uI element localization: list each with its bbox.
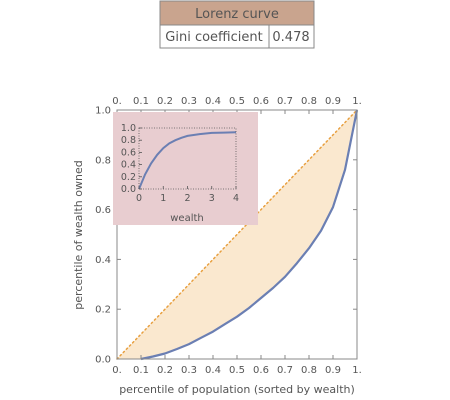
x-tick-label: 0.7 (277, 365, 293, 376)
x-tick-label: 1. (352, 365, 362, 376)
inset-y-tick-label: 0.2 (121, 172, 136, 183)
y-tick-label: 0.8 (95, 155, 111, 166)
lorenz-curve (140, 109, 359, 361)
x-tick-label-top: 1. (352, 96, 362, 107)
x-tick-label: 0.8 (301, 365, 317, 376)
x-tick-label: 0.5 (229, 365, 245, 376)
inset-background (113, 112, 258, 225)
info-table-value-cell (268, 24, 315, 49)
wealth-distribution-inset: 0 1 2 3 4 0.00.20.4 0.60.81.0 wealth (113, 112, 258, 225)
info-table: Lorenz curve Gini coefficient 0.478 (159, 0, 315, 49)
x-tick-label: 0.3 (181, 365, 197, 376)
x-tick-label-top: 0.5 (229, 96, 245, 107)
wealth-cdf-curve (138, 131, 237, 190)
inset-ticks: 0 1 2 3 4 0.00.20.4 0.60.81.0 (121, 123, 239, 204)
y-tick-label: 1.0 (95, 106, 111, 117)
x-tick-label-top: 0.2 (157, 96, 173, 107)
inset-x-tick-label: 4 (233, 193, 239, 204)
inset-x-tick-label: 3 (209, 193, 215, 204)
inset-y-tick-label: 0.0 (121, 184, 136, 195)
inset-y-tick-label: 1.0 (121, 123, 136, 134)
x-tick-label: 0.4 (205, 365, 221, 376)
inset-x-tick-label: 1 (160, 193, 166, 204)
x-tick-label-top: 0.3 (181, 96, 197, 107)
gini-value: 0.478 (272, 30, 309, 45)
x-tick-label-top: 0.9 (325, 96, 341, 107)
x-tick-label: 0.1 (133, 365, 149, 376)
equality-line (116, 109, 358, 360)
info-table-header: Lorenz curve (195, 7, 279, 22)
inset-x-tick-label: 2 (184, 193, 190, 204)
x-tick-label-top: 0. (112, 96, 122, 107)
lorenz-chart: 0. 0. 0.1 0.1 0.2 0.2 0.3 0.3 0.4 0.4 0.5 0.5 0.6 0.6… (72, 96, 362, 396)
y-tick-label: 0.0 (95, 355, 111, 366)
x-tick-label-top: 0.7 (277, 96, 293, 107)
x-tick-label: 0.6 (253, 365, 269, 376)
x-tick-label-top: 0.8 (301, 96, 317, 107)
inset-y-tick-label: 0.4 (121, 160, 136, 171)
y-tick-label: 0.4 (95, 255, 111, 266)
inset-x-tick-label: 0 (136, 193, 142, 204)
inset-x-axis-label: wealth (170, 213, 204, 224)
y-tick-label: 0.2 (95, 305, 111, 316)
inset-frame (138, 127, 237, 190)
main-ticks: 0. 0. 0.1 0.1 0.2 0.2 0.3 0.3 0.4 0.4 0.5 0.5 0.6 0.6… (95, 96, 362, 376)
inset-y-tick-label: 0.8 (121, 135, 136, 146)
y-axis-label: percentile of wealth owned (72, 160, 85, 309)
inset-y-tick-label: 0.6 (121, 147, 136, 158)
x-tick-label: 0.9 (325, 365, 341, 376)
x-tick-label-top: 0.6 (253, 96, 269, 107)
y-tick-label: 0.6 (95, 205, 111, 216)
gini-label: Gini coefficient (165, 30, 262, 45)
x-axis-label: percentile of population (sorted by weal… (119, 383, 355, 396)
x-tick-label: 0.2 (157, 365, 173, 376)
info-table-header-cell (159, 0, 315, 26)
x-tick-label-top: 0.4 (205, 96, 221, 107)
x-tick-label: 0. (112, 365, 122, 376)
x-tick-label-top: 0.1 (133, 96, 149, 107)
